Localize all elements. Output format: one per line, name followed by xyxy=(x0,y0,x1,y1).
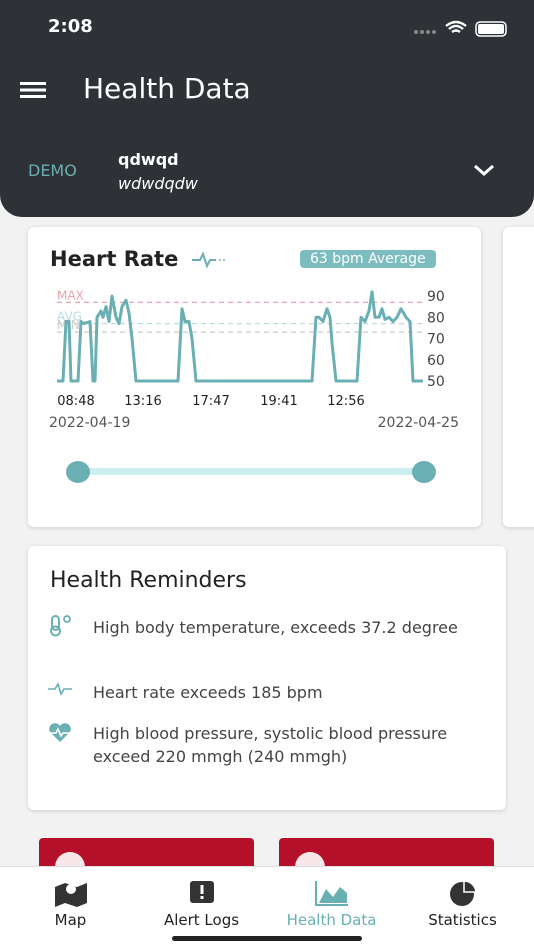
x-tick-label: 19:41 xyxy=(260,394,297,409)
tab-label: Alert Logs xyxy=(163,911,240,929)
tab-statistics[interactable]: Statistics xyxy=(396,879,529,929)
tab-map[interactable]: Map xyxy=(4,879,137,929)
end-date: 2022-04-25 xyxy=(377,415,459,431)
y-tick-label: 60 xyxy=(427,353,445,369)
user-subtitle: wdwdqdw xyxy=(118,174,198,193)
home-indicator xyxy=(172,936,362,941)
x-tick-label: 08:48 xyxy=(57,394,94,409)
next-card xyxy=(503,227,534,527)
user-tag: DEMO xyxy=(28,161,77,180)
menu-button[interactable] xyxy=(20,80,48,100)
alert-icon xyxy=(189,881,214,903)
tab-label: Statistics xyxy=(428,911,497,929)
status-time: 2:08 xyxy=(48,16,93,37)
status-icons xyxy=(414,20,507,37)
map-icon xyxy=(54,883,87,907)
reminders-card: Health Reminders High body temperature, … xyxy=(28,546,506,810)
start-date: 2022-04-19 xyxy=(49,415,131,431)
line-series xyxy=(57,290,423,383)
tab-label: Health Data xyxy=(286,911,377,929)
reference-label: AVG xyxy=(57,310,82,324)
header: 2:08 Health Data DEMO qdwqd wdwdqdw xyxy=(0,0,534,217)
y-tick-label: 50 xyxy=(427,374,445,390)
y-tick-label: 70 xyxy=(427,332,445,348)
temperature-icon xyxy=(50,615,71,637)
reminder-item: High body temperature, exceeds 37.2 degr… xyxy=(93,618,458,637)
range-track xyxy=(78,468,424,475)
health-data-icon xyxy=(314,881,348,906)
user-name: qdwqd xyxy=(118,150,179,169)
average-badge: 63 bpm Average xyxy=(300,250,436,268)
user-dropdown[interactable] xyxy=(472,162,496,178)
tab-alert-logs[interactable]: Alert Logs xyxy=(135,879,268,929)
y-tick-label: 80 xyxy=(427,310,445,326)
tab-label: Map xyxy=(54,911,87,929)
heart-rate-card: Heart Rate 63 bpm Average MAX AVG MIN 50 60 7… xyxy=(28,227,481,527)
tab-bar: Map Alert Logs Health Data Statistics xyxy=(0,866,534,951)
reminder-item: Heart rate exceeds 185 bpm xyxy=(93,683,323,702)
page-title: Health Data xyxy=(83,72,251,105)
y-tick-label: 90 xyxy=(427,289,445,305)
heart-icon xyxy=(49,723,71,742)
range-start-handle[interactable] xyxy=(66,461,90,483)
tab-health-data[interactable]: Health Data xyxy=(265,879,398,929)
reference-label: MAX xyxy=(57,288,84,302)
x-tick-label: 12:56 xyxy=(327,394,364,409)
reminder-item: High blood pressure, systolic blood pres… xyxy=(93,724,448,766)
card-title: Heart Rate xyxy=(50,247,179,271)
pulse-icon xyxy=(48,682,72,696)
x-tick-label: 13:16 xyxy=(124,394,161,409)
range-end-handle[interactable] xyxy=(412,461,436,483)
reminders-title: Health Reminders xyxy=(50,568,247,593)
statistics-icon xyxy=(449,880,477,906)
pulse-icon xyxy=(192,251,225,269)
x-tick-label: 17:47 xyxy=(192,394,229,409)
